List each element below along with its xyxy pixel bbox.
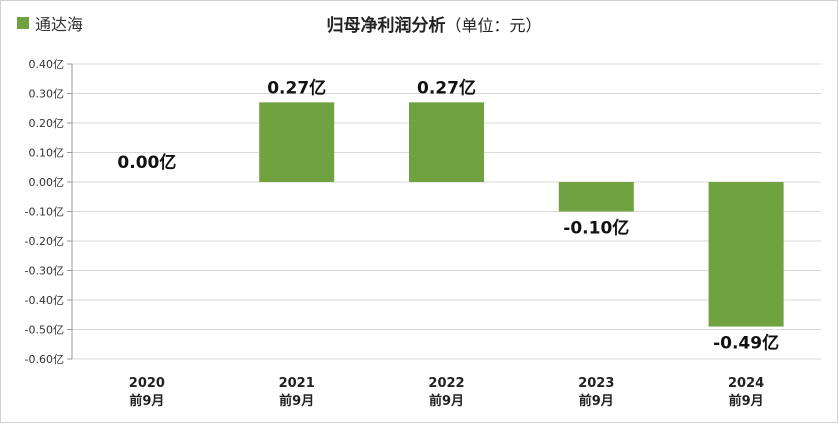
data-label: -0.10亿	[563, 218, 629, 239]
y-tick-label: -0.10亿	[25, 206, 64, 219]
y-tick-label: -0.60亿	[25, 353, 64, 366]
bar	[708, 182, 784, 327]
x-tick-label-year: 2022	[428, 376, 464, 391]
data-label: 0.27亿	[417, 77, 476, 98]
y-tick-label: -0.30亿	[25, 265, 64, 278]
data-label: 0.00亿	[117, 152, 176, 173]
data-label: -0.49亿	[713, 333, 779, 354]
chart-title-main: 归母净利润分析	[326, 16, 446, 36]
legend-swatch	[17, 17, 29, 29]
x-tick-label-period: 前9月	[429, 393, 464, 409]
x-tick-label-period: 前9月	[729, 393, 764, 409]
bar	[259, 102, 335, 182]
y-tick-label: -0.20亿	[25, 235, 64, 248]
y-tick-label: 0.40亿	[29, 58, 65, 71]
x-tick-label-period: 前9月	[579, 393, 614, 409]
y-tick-label: 0.30亿	[29, 88, 65, 101]
y-tick-label: -0.50亿	[25, 324, 64, 337]
x-tick-label-year: 2024	[728, 376, 764, 391]
y-tick-label: 0.00亿	[29, 176, 65, 189]
chart-title: 归母净利润分析（单位：元）	[1, 11, 837, 36]
x-tick-label-period: 前9月	[129, 393, 164, 409]
bar	[558, 182, 634, 212]
x-tick-label-year: 2021	[279, 376, 315, 391]
x-tick-label-year: 2020	[129, 376, 165, 391]
x-tick-label-period: 前9月	[279, 393, 314, 409]
legend-label: 通达海	[35, 15, 84, 34]
chart-title-unit: （单位：元）	[445, 16, 542, 35]
y-tick-label: -0.40亿	[25, 294, 64, 307]
data-label: 0.27亿	[267, 77, 326, 98]
y-tick-label: 0.10亿	[29, 147, 65, 160]
x-tick-label-year: 2023	[578, 376, 614, 391]
bar	[409, 102, 484, 182]
legend: 通达海	[17, 11, 83, 35]
y-tick-label: 0.20亿	[29, 117, 65, 130]
